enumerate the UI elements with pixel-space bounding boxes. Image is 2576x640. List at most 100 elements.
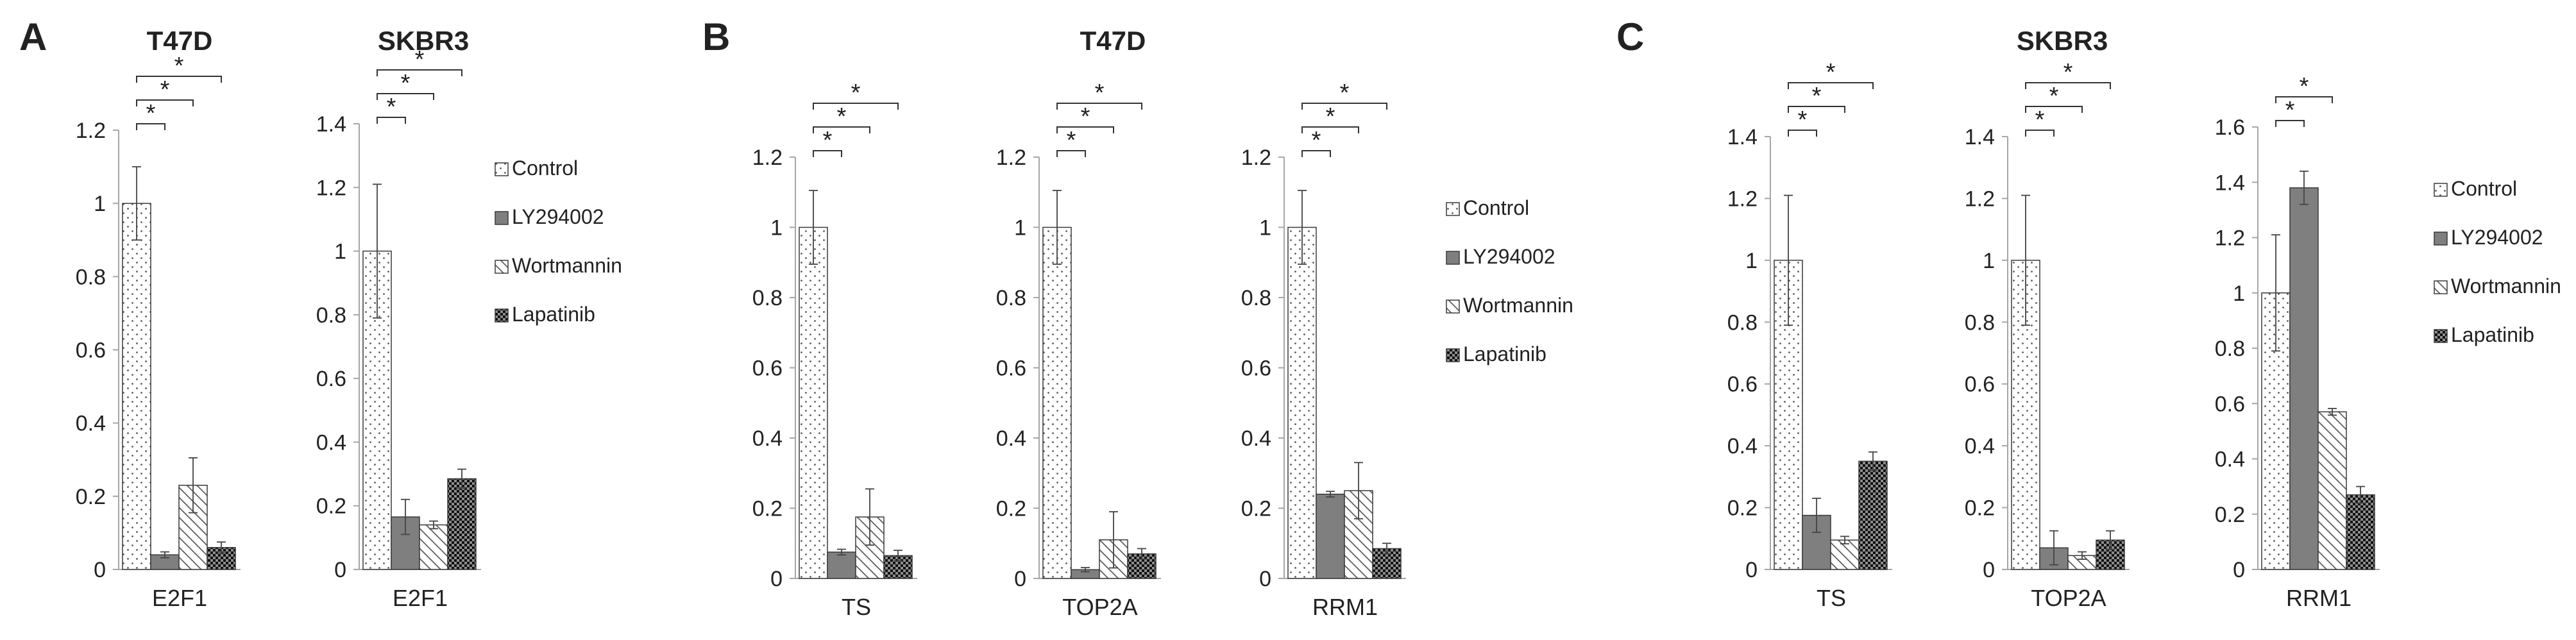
- y-tick-label: 0.8: [996, 286, 1026, 310]
- bar-control: [1042, 226, 1072, 579]
- y-tick-label: 0.2: [996, 497, 1026, 521]
- y-tick-label: 1.6: [2215, 115, 2245, 140]
- bar-ly294002: [827, 552, 856, 579]
- legend-label-wortmannin: Wortmannin: [2451, 274, 2561, 298]
- x-category-label: TS: [842, 594, 871, 620]
- x-category-label: RRM1: [2286, 585, 2351, 611]
- y-tick-label: 0.4: [76, 412, 106, 436]
- significance-star: *: [823, 127, 833, 154]
- significance-bracket: [136, 76, 222, 83]
- legend-label-lapatinib: Lapatinib: [512, 303, 595, 326]
- y-tick-label: 0.4: [752, 426, 783, 451]
- legend-label-ly294002: LY294002: [1463, 245, 1555, 268]
- significance-star: *: [174, 53, 184, 80]
- y-tick-label: 0: [334, 558, 346, 582]
- y-tick-label: 0.4: [1965, 434, 1995, 459]
- significance-bracket: [1056, 103, 1142, 110]
- significance-bracket: [1788, 82, 1874, 89]
- y-tick-label: 0.8: [1241, 286, 1271, 310]
- bar-wortmannin: [1830, 539, 1860, 570]
- y-tick-label: 0.2: [316, 494, 346, 519]
- y-tick-label: 0.6: [1965, 373, 1995, 397]
- y-tick-label: 0.8: [316, 303, 346, 328]
- x-category-label: TS: [1817, 585, 1846, 611]
- bar-ly294002: [1316, 493, 1345, 579]
- significance-star: *: [1812, 83, 1822, 110]
- significance-bracket: [2025, 106, 2083, 113]
- significance-bracket: [377, 117, 406, 124]
- bar-control: [1287, 226, 1317, 579]
- y-tick-label: 0: [1259, 567, 1271, 591]
- y-tick-label: 0.8: [2215, 337, 2245, 361]
- x-category-label: E2F1: [152, 585, 207, 611]
- significance-bracket: [1301, 103, 1387, 110]
- bar-ly294002: [2289, 187, 2319, 570]
- y-tick-label: 0.2: [1965, 496, 1995, 521]
- significance-bracket: [2275, 96, 2333, 103]
- y-tick-label: 0: [1745, 558, 1758, 582]
- significance-star: *: [1826, 59, 1836, 86]
- legend-label-control: Control: [1463, 196, 1529, 219]
- y-tick-label: 0.4: [1241, 426, 1271, 451]
- legend-swatch-control: [495, 162, 509, 176]
- legend-swatch-ly294002: [1446, 251, 1460, 265]
- x-category-label: E2F1: [393, 585, 448, 611]
- y-tick-label: 1: [2233, 282, 2245, 306]
- panel-letter-b: B: [702, 15, 730, 58]
- significance-bracket: [377, 69, 462, 76]
- significance-star: *: [2035, 106, 2045, 133]
- y-tick-label: 1.2: [1727, 187, 1758, 211]
- significance-star: *: [1081, 103, 1090, 130]
- legend-label-lapatinib: Lapatinib: [2451, 323, 2534, 346]
- y-tick-label: 1.2: [752, 146, 783, 170]
- significance-bracket: [813, 103, 899, 110]
- panel-c-title-skbr3: SKBR3: [2017, 26, 2108, 56]
- significance-star: *: [401, 70, 411, 97]
- significance-bracket: [2275, 120, 2305, 127]
- bar-control: [122, 203, 151, 570]
- y-tick-label: 0.6: [316, 367, 346, 391]
- significance-star: *: [1326, 103, 1335, 130]
- y-tick-label: 0.8: [76, 265, 106, 289]
- significance-star: *: [387, 94, 396, 121]
- y-tick-label: 0.4: [2215, 448, 2245, 472]
- y-tick-label: 1.4: [316, 112, 346, 137]
- significance-star: *: [2049, 83, 2059, 110]
- significance-star: *: [1340, 80, 1350, 106]
- y-tick-label: 0.8: [1965, 310, 1995, 335]
- legend-swatch-lapatinib: [495, 308, 509, 323]
- significance-star: *: [2285, 97, 2295, 124]
- significance-star: *: [1095, 80, 1105, 106]
- legend-label-lapatinib: Lapatinib: [1463, 342, 1546, 366]
- significance-star: *: [160, 76, 170, 103]
- legend-a: Control LY294002 Wortmannin Lapatinib: [495, 156, 622, 326]
- plots: 00.20.40.60.811.2E2F1***00.20.40.60.811.…: [76, 46, 2380, 620]
- y-tick-label: 1.2: [76, 119, 106, 143]
- significance-bracket: [1056, 150, 1086, 157]
- y-tick-label: 0.4: [316, 430, 346, 455]
- y-tick-label: 0: [770, 567, 783, 591]
- y-tick-label: 1: [94, 192, 106, 216]
- y-tick-label: 1: [1014, 216, 1026, 240]
- legend-swatch-ly294002: [2434, 232, 2448, 246]
- chart-c-ts-5: 00.20.40.60.811.21.4TS***: [1727, 59, 1892, 611]
- chart-b-ts-2: 00.20.40.60.811.2TS***: [752, 80, 917, 620]
- y-tick-label: 1.2: [996, 146, 1026, 170]
- legend-swatch-control: [1446, 202, 1460, 216]
- legend-swatch-lapatinib: [1446, 348, 1460, 362]
- y-tick-label: 0.6: [1727, 373, 1758, 397]
- y-tick-label: 1.4: [2215, 171, 2245, 195]
- y-tick-label: 1: [1745, 249, 1758, 273]
- panel-letter-a: A: [19, 15, 47, 58]
- bar-lapatinib: [447, 478, 477, 570]
- legend-swatch-wortmannin: [1446, 299, 1460, 314]
- y-tick-label: 1.2: [1965, 187, 1995, 211]
- legends: ControlLY294002WortmanninLapatinibContro…: [495, 156, 2561, 366]
- y-tick-label: 1.4: [1965, 125, 1995, 149]
- y-tick-label: 0.6: [76, 339, 106, 363]
- legend-label-ly294002: LY294002: [2451, 226, 2543, 249]
